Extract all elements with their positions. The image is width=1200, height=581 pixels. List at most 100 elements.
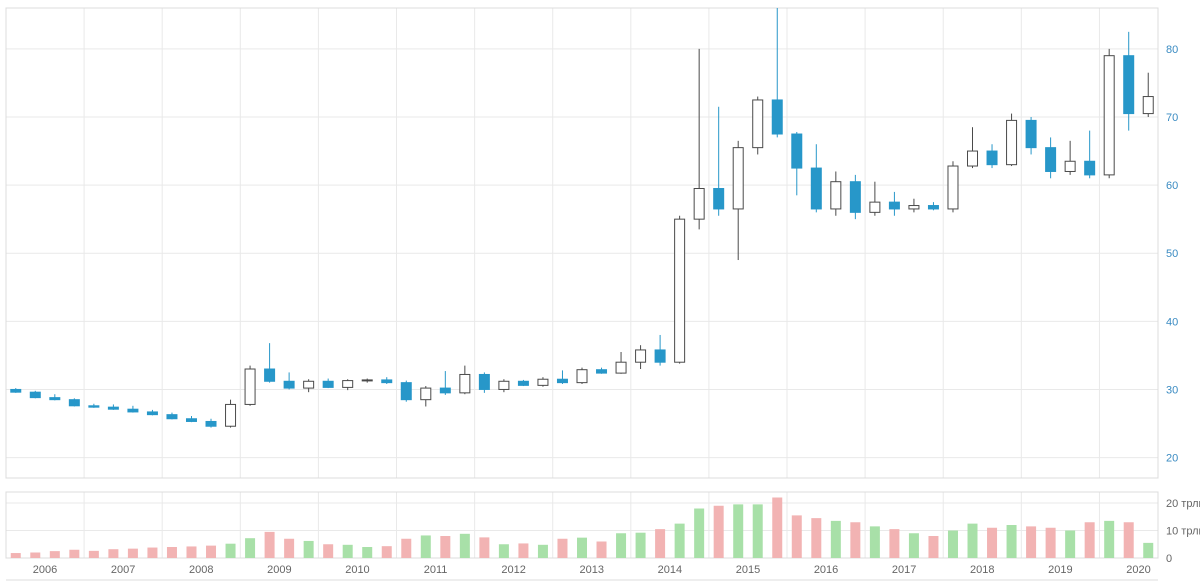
- x-axis-year-label: 2013: [580, 564, 604, 576]
- volume-axis-label: 10 трлн: [1166, 526, 1200, 538]
- volume-bar: [538, 545, 548, 558]
- candle: [1085, 161, 1095, 175]
- volume-bar: [245, 538, 255, 558]
- volume-bar: [928, 536, 938, 558]
- candle: [733, 148, 743, 209]
- volume-bar: [675, 524, 685, 558]
- volume-bar: [304, 541, 314, 558]
- volume-bar: [206, 546, 216, 558]
- volume-bar: [1104, 521, 1114, 558]
- volume-bar: [323, 544, 333, 558]
- volume-bar: [50, 551, 60, 558]
- candle: [460, 374, 470, 392]
- volume-axis-label: 0: [1166, 553, 1172, 565]
- volume-bar: [479, 537, 489, 558]
- volume-bar: [948, 531, 958, 559]
- candle: [968, 151, 978, 166]
- volume-bar: [909, 533, 919, 558]
- candle: [948, 166, 958, 209]
- volume-bar: [382, 546, 392, 558]
- volume-bar: [987, 528, 997, 558]
- volume-bar: [636, 533, 646, 558]
- volume-bar: [772, 498, 782, 559]
- price-axis-label: 20: [1166, 453, 1178, 465]
- volume-bar: [889, 529, 899, 558]
- candle: [850, 182, 860, 213]
- candle: [909, 206, 919, 209]
- candle: [440, 388, 450, 393]
- volume-bar: [655, 529, 665, 558]
- price-axis-label: 30: [1166, 384, 1178, 396]
- volume-bar: [362, 547, 372, 558]
- volume-bar: [850, 522, 860, 558]
- candle: [1046, 148, 1056, 172]
- x-axis-year-label: 2006: [33, 564, 57, 576]
- volume-bar: [733, 504, 743, 558]
- candle: [694, 189, 704, 220]
- candle: [128, 409, 138, 412]
- candle: [382, 380, 392, 383]
- candle: [167, 415, 177, 419]
- candle: [1065, 161, 1075, 171]
- price-axis-label: 50: [1166, 248, 1178, 260]
- volume-bar: [694, 509, 704, 559]
- volume-bar: [1065, 531, 1075, 559]
- volume-bar: [128, 549, 138, 558]
- volume-bar: [108, 549, 118, 558]
- volume-bar: [1026, 526, 1036, 558]
- candle: [69, 400, 79, 406]
- candle: [30, 392, 40, 397]
- x-axis-year-label: 2019: [1048, 564, 1072, 576]
- candle: [987, 151, 997, 165]
- candle: [870, 202, 880, 212]
- x-axis-year-label: 2017: [892, 564, 916, 576]
- volume-bar: [557, 539, 567, 558]
- candle: [89, 406, 99, 407]
- x-axis-year-label: 2014: [658, 564, 682, 576]
- candle: [304, 381, 314, 388]
- x-axis-year-label: 2018: [970, 564, 994, 576]
- candle: [1124, 56, 1134, 114]
- candle: [323, 381, 333, 387]
- candle: [147, 412, 157, 415]
- volume-bar: [226, 544, 236, 558]
- volume-bar: [753, 504, 763, 558]
- volume-bar: [147, 548, 157, 558]
- x-axis-year-label: 2016: [814, 564, 838, 576]
- candlestick-chart[interactable]: 20304050607080010 трлн20 трлн20062007200…: [0, 0, 1200, 581]
- candle: [479, 374, 489, 389]
- candle: [1026, 120, 1036, 147]
- candle: [265, 369, 275, 381]
- volume-bar: [518, 543, 528, 558]
- price-axis-label: 70: [1166, 112, 1178, 124]
- candle: [772, 100, 782, 134]
- volume-bar: [792, 515, 802, 558]
- volume-bar: [616, 533, 626, 558]
- candle: [421, 388, 431, 400]
- volume-axis-label: 20 трлн: [1166, 498, 1200, 510]
- volume-bar: [1124, 522, 1134, 558]
- candle: [499, 381, 509, 389]
- candle: [284, 381, 294, 388]
- candle: [1007, 120, 1017, 164]
- candle: [343, 381, 353, 388]
- candle: [518, 381, 528, 385]
- volume-bar: [870, 526, 880, 558]
- candle: [577, 370, 587, 383]
- candle: [811, 168, 821, 209]
- volume-bar: [577, 538, 587, 558]
- x-axis-year-label: 2012: [501, 564, 525, 576]
- volume-bar: [1007, 525, 1017, 558]
- volume-bar: [597, 542, 607, 559]
- volume-bar: [1143, 543, 1153, 558]
- candle: [753, 100, 763, 148]
- volume-bar: [499, 544, 509, 558]
- volume-bar: [831, 521, 841, 558]
- volume-bar: [186, 546, 196, 558]
- x-axis-year-label: 2011: [424, 564, 448, 576]
- candle: [1143, 97, 1153, 114]
- x-axis-year-label: 2010: [345, 564, 369, 576]
- volume-bar: [968, 524, 978, 558]
- volume-bar: [440, 536, 450, 558]
- volume-bar: [811, 518, 821, 558]
